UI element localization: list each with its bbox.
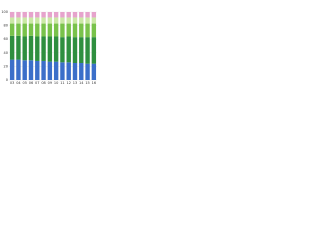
bar-segment [72,63,78,80]
bar-segment [53,61,59,80]
bar-segment [66,23,71,37]
bar-segment [66,17,71,24]
bar-segment [79,17,84,24]
y-tick-label: 60 [4,37,8,41]
bar-segment [16,12,21,18]
page: 0 20 40 60 80 100 03 04 05 06 07 08 09 10 11 12 13 14 15 16… [0,0,320,100]
bar-segment [91,37,97,64]
y-tick-label: 20 [4,64,8,68]
bar-segment [91,12,97,18]
bar-segment [85,12,90,18]
bar-segment [41,60,46,80]
bar-segment [79,63,84,80]
bar-segment [35,17,40,24]
bar-segment [22,12,27,18]
bar-segment [85,63,90,80]
bar-segment [22,60,27,80]
bar-segment [72,23,78,38]
bar-segment [79,37,84,63]
bar-segment [79,12,84,18]
bar-segment [28,23,34,36]
bar-segment [41,36,46,61]
bar-segment [16,23,21,36]
bar-segment [53,36,59,62]
bar-segment [85,23,90,38]
bar-segment [28,35,34,61]
bar-segment [60,62,65,80]
x-tick-label: 03 [10,81,14,85]
bar-segment [9,59,15,80]
bar-segment [9,23,15,36]
bar-segment [60,17,65,24]
x-tick-label: 05 [22,81,26,85]
bar-segment [47,61,53,80]
chart: 0 20 40 60 80 100 03 04 05 06 07 08 09 10 11 12 13 14 15 16 [1,10,97,85]
bar-segment [9,35,15,60]
bar-segment [41,23,46,37]
bar-segment [41,12,46,18]
bar-segment [85,37,90,64]
bar-segment [91,17,97,24]
bar-segment [28,60,34,80]
bar-segment [66,36,71,63]
bar-segment [47,12,53,18]
bar-segment [28,12,34,18]
bar-segment [72,37,78,63]
y-tick-label: 80 [4,24,8,28]
bar-segment [72,17,78,24]
y-tick-label: 40 [4,51,8,55]
bar-segment [47,23,53,37]
bar-segment [53,12,59,18]
x-tick-label: 04 [16,81,21,85]
bar-segment [60,37,65,63]
x-tick-label: 15 [85,81,89,85]
x-tick-label: 11 [60,81,64,85]
x-tick-label: 09 [48,81,52,85]
x-tick-label: 12 [66,81,70,85]
x-tick-label: 13 [73,81,77,85]
bar-segment [16,35,21,60]
bar-segment [22,17,27,24]
y-tick-label: 100 [1,10,8,14]
bar-segment [53,23,59,37]
bar-segment [91,23,97,38]
bar-segment [22,23,27,37]
bar-segment [16,59,21,80]
bar-segment [35,12,40,18]
bar-segment [66,62,71,80]
bar-segment [91,63,97,80]
bar-segment [22,36,27,61]
bar-segment [53,17,59,24]
bar-segment [85,17,90,24]
bar-segment [9,17,15,24]
x-tick-label: 06 [29,81,33,85]
x-tick-label: 14 [79,81,84,85]
x-tick-label: 08 [41,81,45,85]
bar-segment [16,17,21,24]
bar-segment [35,23,40,37]
bar-segment [9,12,15,18]
bar-segment [79,23,84,38]
bar-segment [41,17,46,24]
bar-segment [28,17,34,24]
x-tick-label: 16 [92,81,96,85]
bar-segment [66,12,71,18]
x-tick-label: 10 [54,81,58,85]
bar-segment [72,12,78,18]
bar-segment [60,23,65,38]
bar-segment [35,60,40,80]
bar-segment [35,36,40,61]
x-tick-label: 07 [35,81,39,85]
y-tick-label: 0 [6,78,8,82]
bar-segment [47,36,53,62]
bar-segment [60,12,65,18]
bar-segment [47,17,53,24]
